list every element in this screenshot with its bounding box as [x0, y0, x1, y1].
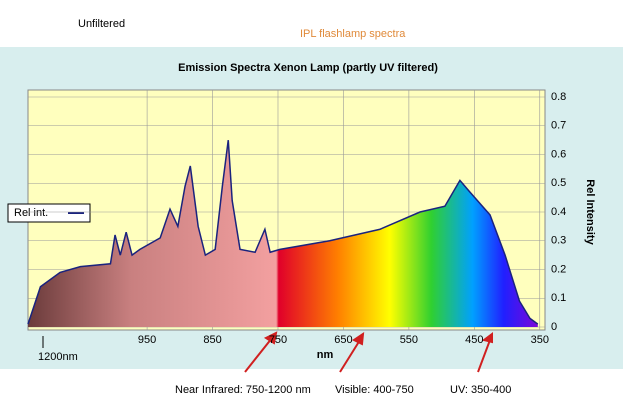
y-tick-label: 0.3	[551, 235, 566, 247]
x-tick-label: 550	[400, 334, 418, 346]
x-tick-label: 950	[138, 334, 156, 346]
x-tick-label: 850	[203, 334, 221, 346]
y-tick-label: 0.5	[551, 177, 566, 189]
x-axis-label: nm	[317, 349, 334, 361]
line	[27, 140, 539, 325]
y-tick-label: 0.6	[551, 148, 566, 160]
legend	[7, 203, 91, 223]
y-tick-label: 0.1	[551, 292, 566, 304]
y-axis-label: Rel Intensity	[584, 179, 596, 245]
x-tick-label: 450	[465, 334, 483, 346]
x-tick-label: 350	[531, 334, 549, 346]
y-tick-label: 0.4	[551, 206, 566, 218]
header-left: Unfiltered	[78, 18, 125, 30]
annotation: Visible: 400-750	[335, 384, 414, 396]
y-tick-label: 0.2	[551, 263, 566, 275]
y-tick-label: 0	[551, 321, 557, 333]
annotation: 1200nm	[38, 351, 78, 363]
area-fill	[28, 140, 538, 327]
annotation: Near Infrared: 750-1200 nm	[175, 384, 311, 396]
legend-label: Rel int.	[14, 207, 48, 219]
x-tick-label: 650	[334, 334, 352, 346]
annotation-arrows	[42, 331, 493, 373]
annotation: UV: 350-400	[450, 384, 511, 396]
header-right: IPL flashlamp spectra	[300, 28, 406, 40]
y-tick-label: 0.8	[551, 91, 566, 103]
chart-title: Emission Spectra Xenon Lamp (partly UV f…	[178, 62, 438, 74]
y-tick-label: 0.7	[551, 120, 566, 132]
x-tick-label: 750	[269, 334, 287, 346]
